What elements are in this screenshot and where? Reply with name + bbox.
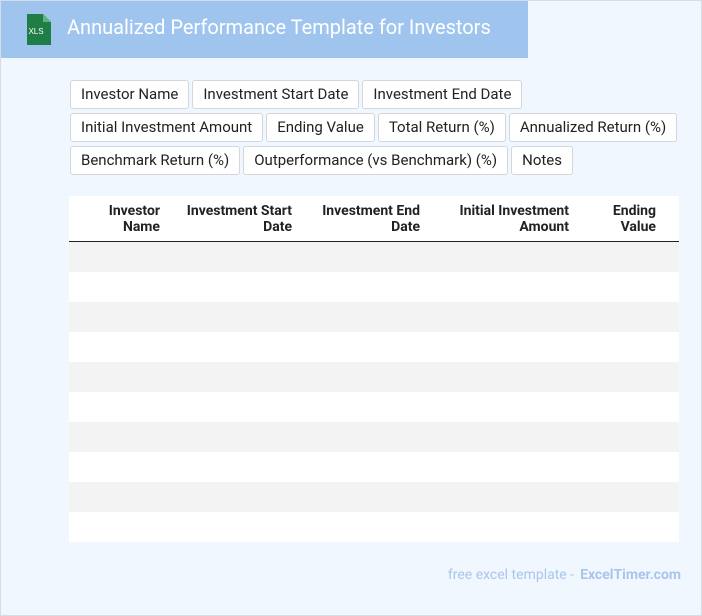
table-cell <box>69 452 169 482</box>
footer: free excel template - ExcelTimer.com <box>448 567 681 583</box>
column-header: Initial Investment Amount <box>429 196 578 242</box>
table-cell <box>578 482 665 512</box>
table-cell <box>301 422 429 452</box>
table-cell <box>665 422 679 452</box>
table-cell <box>169 332 301 362</box>
table-cell <box>578 332 665 362</box>
table-row <box>69 422 679 452</box>
field-chip: Notes <box>511 146 573 175</box>
table-cell <box>429 482 578 512</box>
table-cell <box>69 272 169 302</box>
table-cell <box>301 482 429 512</box>
table-cell <box>429 332 578 362</box>
table-row <box>69 392 679 422</box>
field-chip: Ending Value <box>266 113 375 142</box>
table-cell <box>301 332 429 362</box>
table-cell <box>578 392 665 422</box>
table-cell <box>578 241 665 272</box>
table-cell <box>578 512 665 542</box>
table-row <box>69 332 679 362</box>
column-header: Total Return (%) <box>665 196 679 242</box>
table-cell <box>429 272 578 302</box>
field-chip: Investment End Date <box>362 80 523 109</box>
table-cell <box>665 452 679 482</box>
table-cell <box>429 362 578 392</box>
table-row <box>69 302 679 332</box>
table-cell <box>69 362 169 392</box>
footer-text: free excel template - <box>447 567 575 583</box>
field-chip: Total Return (%) <box>377 113 506 142</box>
icon-label: XLS <box>28 27 43 36</box>
table-cell <box>665 482 679 512</box>
table-cell <box>429 302 578 332</box>
title: Annualized Performance Template for Inve… <box>67 15 491 39</box>
field-list: Investor Name Investment Start Date Invest… <box>70 80 682 175</box>
table-cell <box>665 332 679 362</box>
column-header: Investor Name <box>69 196 169 242</box>
footer-brand[interactable]: ExcelTimer.com <box>580 567 681 583</box>
table-cell <box>429 422 578 452</box>
table-row <box>69 272 679 302</box>
header-bar: XLS Annualized Performance Template for … <box>1 1 528 58</box>
table-cell <box>665 302 679 332</box>
column-header: Ending Value <box>578 196 665 242</box>
field-chip: Outperformance (vs Benchmark) (%) <box>243 146 509 175</box>
table-row <box>69 482 679 512</box>
field-chip: Initial Investment Amount <box>70 113 264 142</box>
table-cell <box>169 482 301 512</box>
table-cell <box>578 272 665 302</box>
table-cell <box>169 392 301 422</box>
table-cell <box>578 362 665 392</box>
table-cell <box>429 512 578 542</box>
table-cell <box>169 362 301 392</box>
table: Investor Name Investment Start Date Invest… <box>69 196 679 542</box>
table-cell <box>69 241 169 272</box>
table-cell <box>665 272 679 302</box>
table-cell <box>665 512 679 542</box>
table-cell <box>578 422 665 452</box>
table-cell <box>69 512 169 542</box>
table-row <box>69 362 679 392</box>
table-cell <box>301 302 429 332</box>
table-cell <box>69 392 169 422</box>
table-row <box>69 512 679 542</box>
field-chip: Annualized Return (%) <box>508 113 678 142</box>
field-chip: Benchmark Return (%) <box>70 146 241 175</box>
column-header: Investment Start Date <box>169 196 301 242</box>
xls-icon: XLS <box>27 14 51 45</box>
table-cell <box>169 272 301 302</box>
table-cell <box>169 452 301 482</box>
table-wrap: Investor Name Investment Start Date Invest… <box>69 196 679 542</box>
table-cell <box>169 512 301 542</box>
table-cell <box>578 452 665 482</box>
table-cell <box>301 272 429 302</box>
table-cell <box>301 362 429 392</box>
table-cell <box>301 512 429 542</box>
table-cell <box>69 422 169 452</box>
header-row: Investor Name Investment Start Date Invest… <box>69 196 679 242</box>
table-cell <box>301 241 429 272</box>
table-row <box>69 241 679 272</box>
table-cell <box>665 392 679 422</box>
table-cell <box>169 241 301 272</box>
table-cell <box>301 392 429 422</box>
table-cell <box>69 302 169 332</box>
column-header: Investment End Date <box>301 196 429 242</box>
table-row <box>69 452 679 482</box>
field-chip: Investor Name <box>70 80 190 109</box>
table-cell <box>69 482 169 512</box>
table-cell <box>429 452 578 482</box>
table-cell <box>169 422 301 452</box>
table-cell <box>665 362 679 392</box>
table-cell <box>578 302 665 332</box>
table-cell <box>169 302 301 332</box>
table-cell <box>69 332 169 362</box>
table-cell <box>301 452 429 482</box>
table-cell <box>665 241 679 272</box>
table-cell <box>429 392 578 422</box>
field-chip: Investment Start Date <box>192 80 360 109</box>
table-cell <box>429 241 578 272</box>
